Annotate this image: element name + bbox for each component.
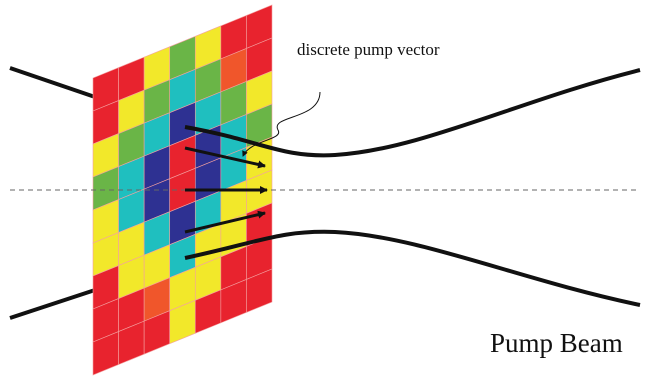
annotation: discrete pump vector <box>297 40 440 59</box>
beam-edge <box>10 290 95 318</box>
beam-label: Pump Beam <box>490 328 623 358</box>
diagram: discrete pump vector Pump Beam <box>0 0 646 376</box>
beam-edge <box>10 68 95 97</box>
